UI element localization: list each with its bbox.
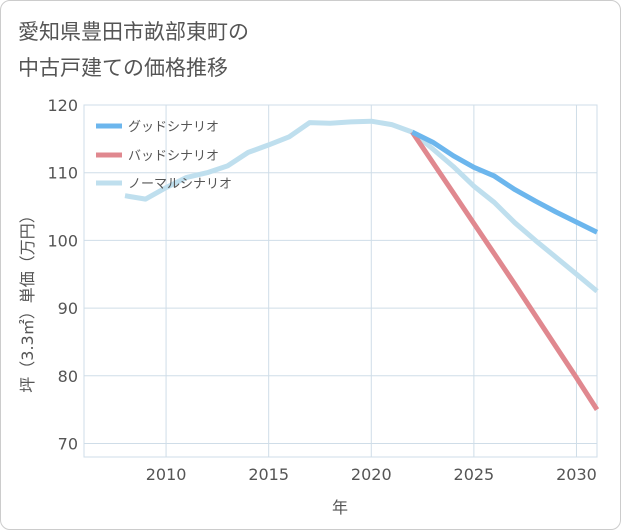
x-tick-label-2010: 2010	[146, 465, 187, 484]
plot-frame	[83, 104, 598, 458]
chart-title-line2: 中古戸建ての価格推移	[18, 56, 228, 80]
chart-title: 愛知県豊田市畝部東町の 中古戸建ての価格推移	[18, 14, 249, 86]
series-line-normal	[124, 118, 599, 294]
x-tick-label-2030: 2030	[556, 465, 597, 484]
legend-item-good[interactable]: グッドシナリオ	[96, 120, 219, 135]
series-line-good	[411, 129, 599, 235]
chart-title-line1: 愛知県豊田市畝部東町の	[18, 20, 249, 44]
y-tick-label-120: 120	[47, 96, 78, 115]
x-axis-title: 年	[332, 498, 348, 517]
x-tick-label-2015: 2015	[248, 465, 289, 484]
y-tick-label-70: 70	[58, 434, 78, 453]
y-tick-label-80: 80	[58, 367, 78, 386]
legend-label-normal: ノーマルシナリオ	[128, 177, 232, 192]
legend-label-good: グッドシナリオ	[128, 120, 219, 135]
x-tick-label-2025: 2025	[454, 465, 495, 484]
y-axis-title: 坪（3.3㎡）単価（万円）	[18, 207, 37, 392]
legend-item-bad[interactable]: バッドシナリオ	[96, 149, 219, 164]
x-tick-label-2020: 2020	[351, 465, 392, 484]
y-tick-label-100: 100	[47, 231, 78, 250]
series-layer	[124, 118, 600, 411]
grid-layer	[84, 104, 597, 457]
x-tick-labels: 2010 2015 2020 2025 2030	[146, 465, 597, 484]
series-line-bad	[410, 130, 600, 411]
y-tick-label-90: 90	[58, 299, 78, 318]
legend: グッドシナリオ バッドシナリオ ノーマルシナリオ	[96, 120, 232, 192]
y-tick-labels: 70 80 90 100 110 120	[47, 96, 78, 453]
y-tick-label-110: 110	[47, 164, 78, 183]
legend-item-normal[interactable]: ノーマルシナリオ	[96, 177, 232, 192]
legend-label-bad: バッドシナリオ	[128, 149, 219, 164]
